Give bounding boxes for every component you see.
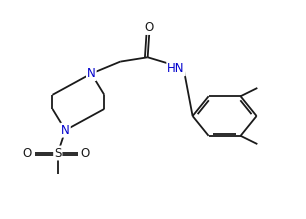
Text: S: S (54, 147, 62, 159)
Text: O: O (144, 21, 154, 34)
Text: N: N (87, 67, 96, 80)
Text: N: N (61, 124, 70, 137)
Text: O: O (23, 147, 32, 159)
Text: O: O (80, 147, 90, 159)
Text: HN: HN (167, 62, 185, 75)
